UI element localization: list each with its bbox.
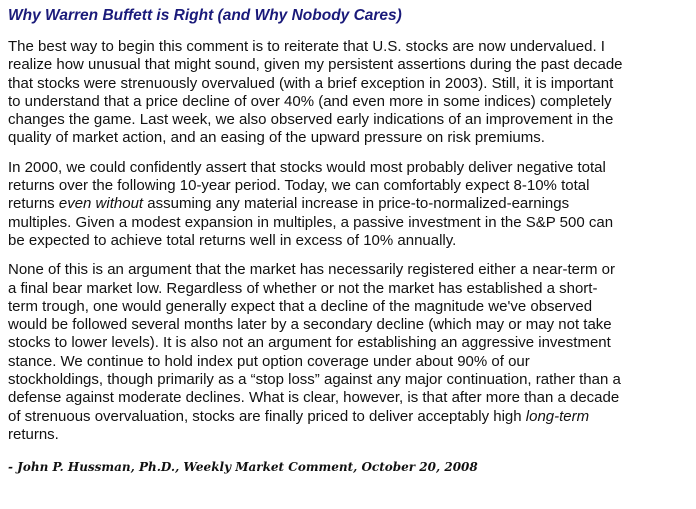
text-line: stocks to lower levels). It is also not … <box>8 334 686 352</box>
text-line: returns even without assuming any materi… <box>8 195 686 213</box>
text-line: The best way to begin this comment is to… <box>8 38 686 56</box>
text-line: be expected to achieve total returns wel… <box>8 232 686 250</box>
text-run: realize how unusual that might sound, gi… <box>8 56 623 74</box>
text-run: stocks to lower levels). It is also not … <box>8 334 611 352</box>
text-run: returns <box>8 195 59 213</box>
text-run: assuming any material increase in price-… <box>143 195 570 213</box>
text-run: would be followed several months later b… <box>8 316 612 334</box>
text-run: defense against moderate declines. What … <box>8 389 620 407</box>
text-line: a final bear market low. Regardless of w… <box>8 280 686 298</box>
text-run: be expected to achieve total returns wel… <box>8 231 457 249</box>
text-run: returns over the following 10-year perio… <box>8 177 590 195</box>
text-run: of strenuous overvaluation, stocks are f… <box>8 407 526 425</box>
text-line: None of this is an argument that the mar… <box>8 261 686 279</box>
text-run: None of this is an argument that the mar… <box>8 261 615 279</box>
text-run: quality of market action, and an easing … <box>8 129 545 147</box>
text-run: stance. We continue to hold index put op… <box>8 352 530 370</box>
attribution: - John P. Hussman, Ph.D., Weekly Market … <box>8 460 478 475</box>
text-run: stockholdings, though primarily as a “st… <box>8 371 621 389</box>
text-run: multiples. Given a modest expansion in m… <box>8 213 614 231</box>
paragraph-2: In 2000, we could confidently assert tha… <box>8 159 686 250</box>
text-run: returns. <box>8 425 59 443</box>
text-line: would be followed several months later b… <box>8 316 686 334</box>
text-line: to understand that a price decline of ov… <box>8 93 686 111</box>
text-line: changes the game. Last week, we also obs… <box>8 111 686 129</box>
text-line: that stocks were strenuously overvalued … <box>8 75 686 93</box>
paragraph-1: The best way to begin this comment is to… <box>8 38 686 148</box>
text-line: In 2000, we could confidently assert tha… <box>8 159 686 177</box>
paragraph-3: None of this is an argument that the mar… <box>8 261 686 444</box>
text-line: stockholdings, though primarily as a “st… <box>8 371 686 389</box>
article-title: Why Warren Buffett is Right (and Why Nob… <box>8 7 402 24</box>
text-line: returns. <box>8 426 686 444</box>
text-line: stance. We continue to hold index put op… <box>8 353 686 371</box>
emphasized-text: even without <box>58 195 144 213</box>
text-run: In 2000, we could confidently assert tha… <box>8 158 606 176</box>
emphasized-text: long-term <box>525 407 590 425</box>
text-run: that stocks were strenuously overvalued … <box>8 74 614 92</box>
text-line: realize how unusual that might sound, gi… <box>8 56 686 74</box>
text-run: a final bear market low. Regardless of w… <box>8 279 598 297</box>
text-line: multiples. Given a modest expansion in m… <box>8 214 686 232</box>
text-run: term trough, one would generally expect … <box>8 297 593 315</box>
text-line: of strenuous overvaluation, stocks are f… <box>8 408 686 426</box>
text-line: returns over the following 10-year perio… <box>8 177 686 195</box>
text-line: quality of market action, and an easing … <box>8 129 686 147</box>
text-line: term trough, one would generally expect … <box>8 298 686 316</box>
text-line: defense against moderate declines. What … <box>8 389 686 407</box>
text-run: The best way to begin this comment is to… <box>8 38 605 55</box>
text-run: changes the game. Last week, we also obs… <box>8 111 614 129</box>
text-run: to understand that a price decline of ov… <box>8 92 612 110</box>
